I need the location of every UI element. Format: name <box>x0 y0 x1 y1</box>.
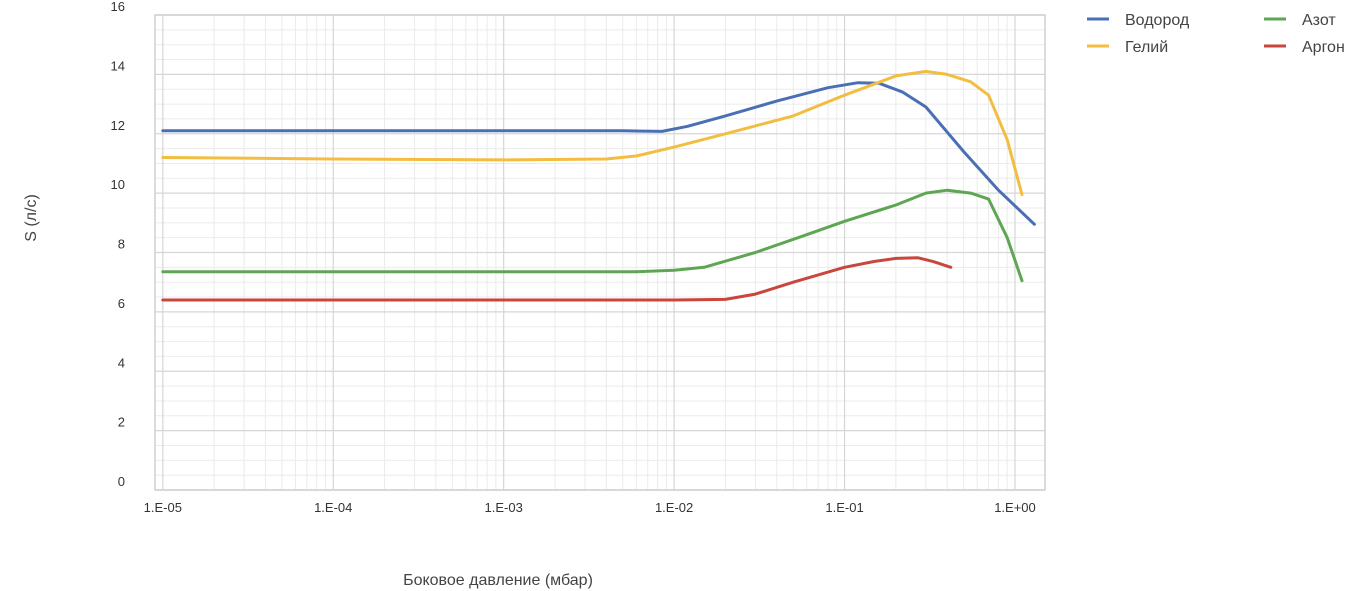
y-tick-label: 14 <box>111 58 125 73</box>
y-tick-label: 6 <box>118 296 125 311</box>
series-line <box>161 256 953 302</box>
x-tick-label: 1.E-05 <box>144 500 182 515</box>
x-tick-label: 1.E-02 <box>655 500 693 515</box>
y-axis-title: S (л/с) <box>23 194 40 242</box>
series-lines <box>161 69 1036 302</box>
x-tick-label: 1.E-03 <box>485 500 523 515</box>
x-axis-title: Боковое давление (мбар) <box>403 572 593 589</box>
series-line <box>161 81 1036 226</box>
legend-label: Азот <box>1302 12 1336 29</box>
y-tick-label: 8 <box>118 237 125 252</box>
y-tick-label: 12 <box>111 118 125 133</box>
series-line <box>161 188 1024 283</box>
legend-label: Гелий <box>1125 39 1168 56</box>
x-tick-label: 1.E-04 <box>314 500 352 515</box>
x-tick-label: 1.E-01 <box>825 500 863 515</box>
y-tick-label: 16 <box>111 0 125 14</box>
x-tick-label: 1.E+00 <box>994 500 1036 515</box>
y-tick-label: 2 <box>118 415 125 430</box>
legend-label: Аргон <box>1302 39 1345 56</box>
y-tick-label: 10 <box>111 177 125 192</box>
legend-label: Водород <box>1125 12 1190 29</box>
x-axis-tick-labels: 1.E-05 1.E-04 1.E-03 1.E-02 1.E-01 1.E+00 <box>144 500 1036 515</box>
legend: Водород Гелий Азот Аргон <box>1087 12 1345 56</box>
y-axis-tick-labels: 0 2 4 6 8 10 12 14 16 <box>111 0 125 489</box>
series-line <box>161 69 1024 197</box>
plot-area-frame <box>154 14 1046 491</box>
y-tick-label: 0 <box>118 474 125 489</box>
y-tick-label: 4 <box>118 355 125 370</box>
